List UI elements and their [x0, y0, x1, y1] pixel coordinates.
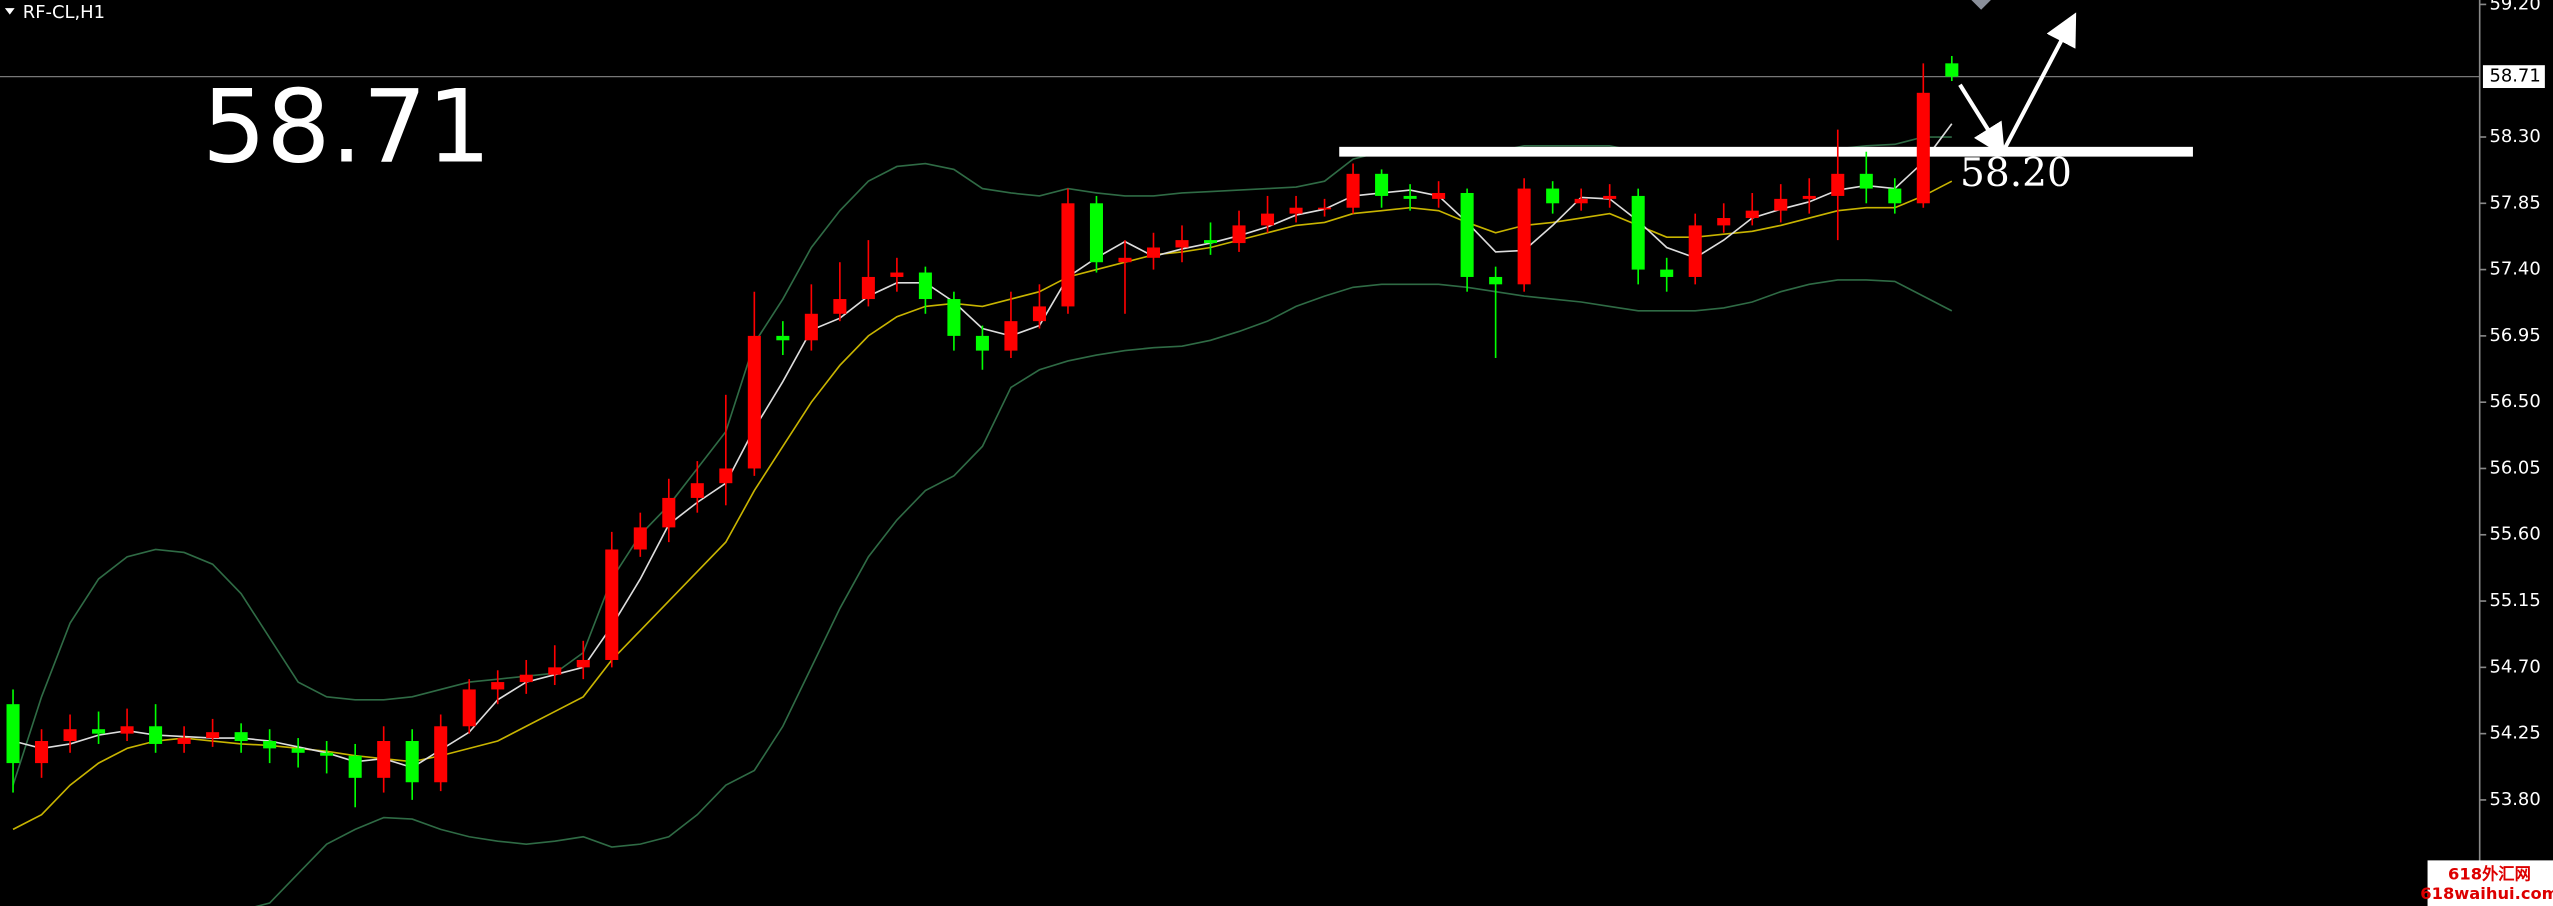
watermark-line2: 618waihui.com: [2420, 884, 2553, 903]
candle-body: [1859, 173, 1873, 189]
candle-body: [1802, 195, 1816, 199]
candle-body: [975, 335, 989, 351]
level-label: 58.20: [1960, 151, 2072, 196]
candle-body: [1945, 63, 1959, 77]
candle-body: [348, 755, 362, 778]
candle-body: [1831, 173, 1845, 196]
candle-body: [662, 497, 676, 528]
watermark-box: [2427, 860, 2553, 906]
candle-body: [1774, 198, 1788, 211]
y-tick-label: 56.05: [2489, 457, 2540, 478]
candle-body: [918, 272, 932, 300]
y-tick-label: 54.25: [2489, 723, 2540, 744]
candle-body: [206, 732, 220, 739]
candle-body: [1460, 192, 1474, 277]
candle-body: [1175, 240, 1189, 248]
candle-body: [1403, 195, 1417, 199]
candle-body: [491, 682, 505, 690]
y-tick-label: 54.70: [2489, 656, 2540, 677]
candle-body: [947, 299, 961, 336]
candle-body: [1375, 173, 1389, 196]
candle-body: [833, 299, 847, 314]
indicator-line: [12, 180, 1953, 831]
watermark-line1: 618外汇网: [2448, 865, 2531, 884]
candle-body: [234, 732, 248, 742]
candle-body: [1888, 188, 1902, 204]
candle-body: [63, 729, 77, 742]
current-price-big: 58.71: [202, 67, 491, 185]
candle-body: [1717, 218, 1731, 226]
candle-body: [576, 659, 590, 668]
y-tick-label: 57.85: [2489, 192, 2540, 213]
candle-body: [291, 748, 305, 753]
candle-body: [1916, 92, 1930, 204]
candle-body: [719, 468, 733, 484]
candle-body: [1546, 188, 1560, 204]
price-label-box: [2482, 65, 2545, 89]
candle-body: [434, 726, 448, 783]
candle-body: [1688, 225, 1702, 277]
plot-area: [0, 55, 2480, 906]
candle-body: [1232, 225, 1246, 244]
arrow-down: [1958, 83, 2006, 157]
candle-body: [1432, 192, 1446, 199]
y-tick-label: 53.80: [2489, 789, 2540, 810]
candle-body: [633, 527, 647, 550]
y-tick-label: 55.15: [2489, 590, 2540, 611]
arrow-up: [2002, 12, 2077, 151]
candle-body: [1061, 203, 1075, 307]
candle-body: [747, 335, 761, 469]
candle-body: [1089, 203, 1103, 263]
candle-body: [149, 726, 163, 744]
candle-body: [1603, 195, 1617, 199]
menu-arrow[interactable]: [4, 8, 15, 15]
candle-body: [1660, 269, 1674, 277]
symbol-title: RF-CL,H1: [23, 2, 105, 23]
candle-body: [177, 738, 191, 744]
y-tick-label: 56.95: [2489, 325, 2540, 346]
candle-body: [1318, 207, 1332, 210]
candle-body: [548, 667, 562, 675]
marker-diamond: [1971, 0, 1991, 10]
candle-body: [1631, 195, 1645, 270]
candle-body: [1004, 321, 1018, 351]
candle-body: [776, 335, 790, 341]
candle-body: [861, 276, 875, 300]
y-tick-label: 56.50: [2489, 391, 2540, 412]
level-line: [1339, 146, 2193, 157]
candle-body: [690, 483, 704, 498]
candle-body: [1489, 276, 1503, 285]
candle-body: [1745, 210, 1759, 219]
candle-body: [605, 549, 619, 660]
candle-body: [1146, 247, 1161, 258]
candle-body: [1032, 306, 1046, 322]
indicator-line: [254, 279, 1953, 906]
candle-body: [1346, 173, 1360, 208]
candle-body: [1574, 198, 1588, 204]
candle-body: [6, 704, 20, 764]
candle-body: [120, 726, 134, 734]
candle-body: [92, 729, 106, 734]
y-tick-label: 57.40: [2489, 259, 2540, 280]
candle-body: [263, 741, 277, 749]
candle-body: [1203, 240, 1218, 244]
candle-body: [1517, 188, 1531, 285]
candle-body: [1289, 207, 1303, 214]
candle-body: [890, 272, 904, 277]
candle-body: [462, 689, 476, 727]
candle-body: [1261, 213, 1275, 226]
y-tick-label: 59.20: [2489, 0, 2540, 14]
candle-body: [405, 741, 419, 783]
price-label: 58.71: [2489, 66, 2540, 87]
candle-body: [320, 752, 334, 756]
y-tick-label: 55.60: [2489, 524, 2540, 545]
candle-body: [1118, 257, 1132, 263]
candle-body: [804, 313, 818, 341]
candle-body: [35, 741, 49, 764]
y-tick-label: 58.30: [2489, 126, 2540, 147]
candle-body: [377, 741, 391, 778]
candle-body: [519, 674, 533, 683]
